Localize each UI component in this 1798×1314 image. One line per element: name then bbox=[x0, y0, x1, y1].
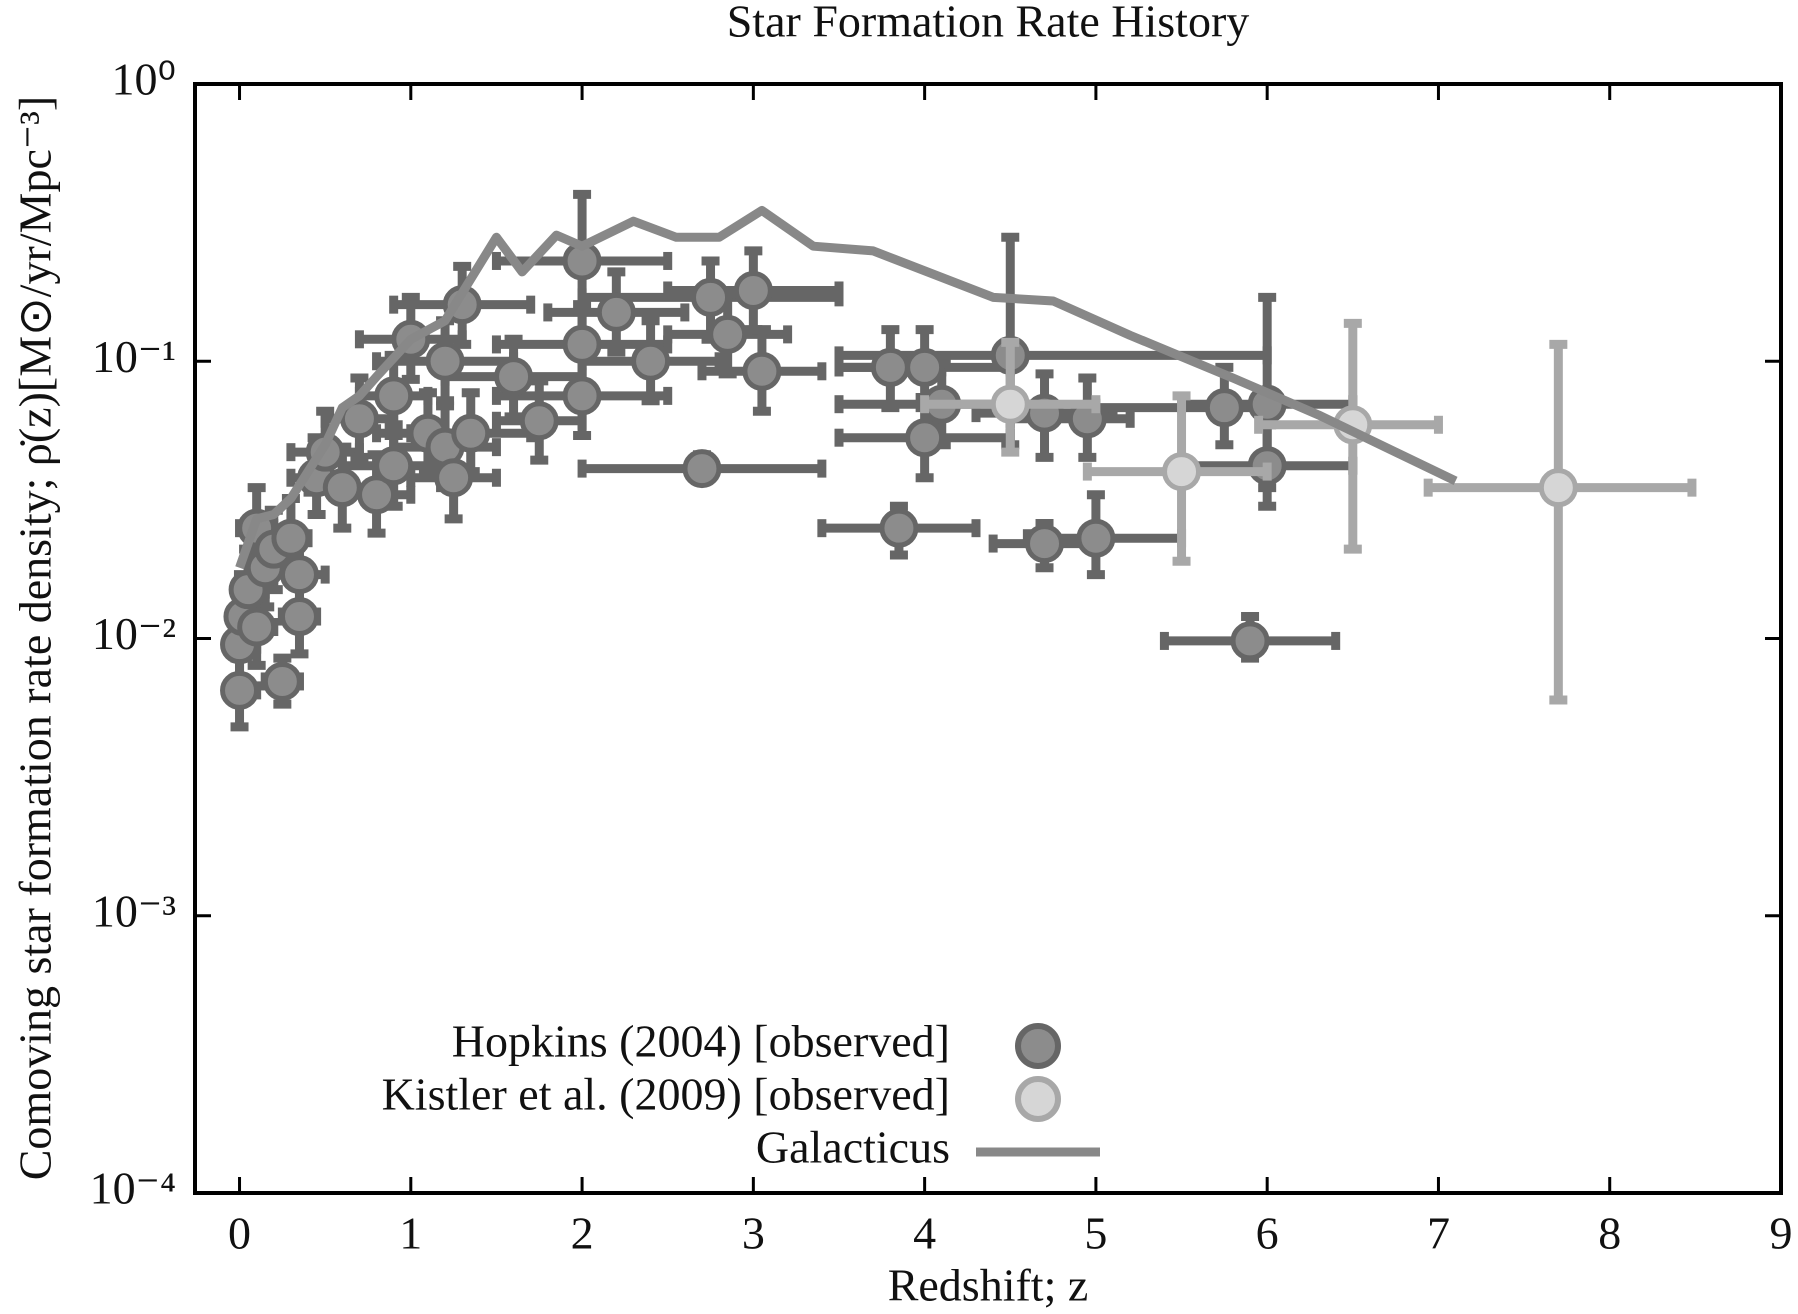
legend-swatch bbox=[1015, 1076, 1061, 1122]
data-point bbox=[237, 607, 277, 647]
data-point bbox=[562, 376, 602, 416]
y-tick-label: 10⁻⁴ bbox=[90, 1163, 176, 1214]
x-axis-label: Redshift; z bbox=[888, 1260, 1089, 1311]
data-point bbox=[279, 555, 319, 595]
legend-swatch bbox=[1015, 1023, 1061, 1069]
x-tick-label: 3 bbox=[742, 1208, 765, 1259]
chart-title: Star Formation Rate History bbox=[727, 0, 1250, 47]
y-tick-label: 10⁻³ bbox=[92, 885, 176, 936]
data-point bbox=[220, 670, 260, 710]
legend-label: Kistler et al. (2009) [observed] bbox=[382, 1069, 950, 1120]
x-tick-label: 0 bbox=[228, 1208, 251, 1259]
data-point bbox=[374, 376, 414, 416]
legend-label: Hopkins (2004) [observed] bbox=[452, 1016, 950, 1067]
plot-data bbox=[220, 189, 1697, 732]
data-point bbox=[494, 357, 534, 397]
model-line bbox=[235, 205, 1458, 570]
data-point bbox=[374, 446, 414, 486]
y-tick-label: 10⁻¹ bbox=[92, 331, 176, 382]
data-point bbox=[733, 270, 773, 310]
data-point bbox=[271, 518, 311, 558]
data-point bbox=[905, 418, 945, 458]
x-tick-label: 6 bbox=[1256, 1208, 1279, 1259]
data-point bbox=[425, 341, 465, 381]
data-point bbox=[1025, 524, 1065, 564]
data-point bbox=[596, 292, 636, 332]
data-point bbox=[279, 597, 319, 637]
data-point bbox=[708, 314, 748, 354]
data-point bbox=[519, 401, 559, 441]
data-point bbox=[905, 347, 945, 387]
data-point bbox=[322, 468, 362, 508]
x-tick-label: 4 bbox=[913, 1208, 936, 1259]
data-point bbox=[1230, 621, 1270, 661]
legend-label: Galacticus bbox=[756, 1122, 950, 1173]
x-tick-label: 8 bbox=[1598, 1208, 1621, 1259]
data-point bbox=[870, 347, 910, 387]
data-point bbox=[451, 413, 491, 453]
x-tick-label: 7 bbox=[1427, 1208, 1450, 1259]
plot-frame bbox=[193, 82, 1783, 1195]
data-point bbox=[990, 384, 1030, 424]
data-point bbox=[339, 399, 379, 439]
y-axis-label: Comoving star formation rate density; ρ̇… bbox=[10, 96, 61, 1181]
y-tick-label: 10⁻² bbox=[92, 608, 176, 659]
data-point bbox=[1076, 518, 1116, 558]
data-point bbox=[691, 277, 731, 317]
data-point bbox=[1162, 452, 1202, 492]
data-point bbox=[357, 475, 397, 515]
data-point bbox=[742, 351, 782, 391]
data-point bbox=[879, 508, 919, 548]
x-tick-label: 5 bbox=[1084, 1208, 1107, 1259]
x-tick-label: 1 bbox=[399, 1208, 422, 1259]
x-tick-label: 2 bbox=[571, 1208, 594, 1259]
data-point bbox=[631, 341, 671, 381]
data-point bbox=[682, 449, 722, 489]
data-point bbox=[1538, 468, 1578, 508]
data-point bbox=[562, 324, 602, 364]
x-tick-label: 9 bbox=[1770, 1208, 1793, 1259]
y-tick-label: 10⁰ bbox=[112, 54, 176, 105]
data-point bbox=[262, 661, 302, 701]
data-point bbox=[434, 458, 474, 498]
data-point bbox=[1204, 388, 1244, 428]
